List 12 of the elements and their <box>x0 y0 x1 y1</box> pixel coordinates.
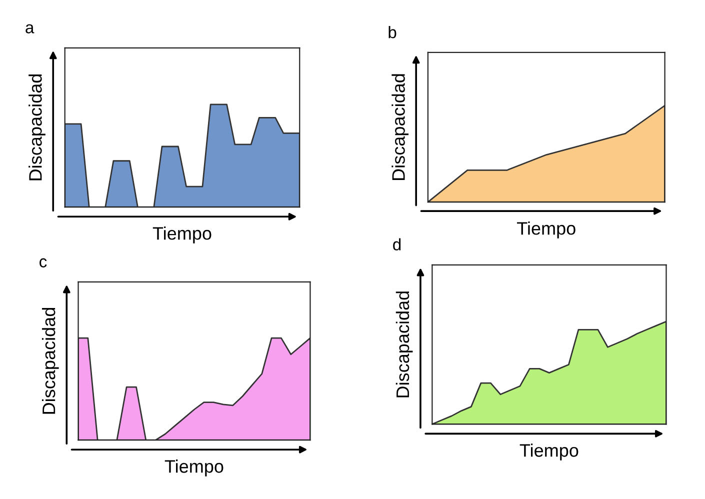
y-axis-title: Discapacidad <box>392 74 408 180</box>
y-axis-title: Discapacidad <box>28 74 46 180</box>
x-axis-title: Tiempo <box>520 444 578 460</box>
chart-title: d <box>393 238 401 250</box>
chart-title: a <box>26 24 34 34</box>
x-axis-title: Tiempo <box>164 460 224 476</box>
chart-title: b <box>388 26 396 38</box>
y-axis-title: Discapacidad <box>42 308 59 414</box>
x-axis-title: Tiempo <box>517 222 576 238</box>
y-axis-title: Discapacidad <box>396 292 413 398</box>
x-axis-title: Tiempo <box>152 226 212 244</box>
chart-title: c <box>40 258 47 268</box>
